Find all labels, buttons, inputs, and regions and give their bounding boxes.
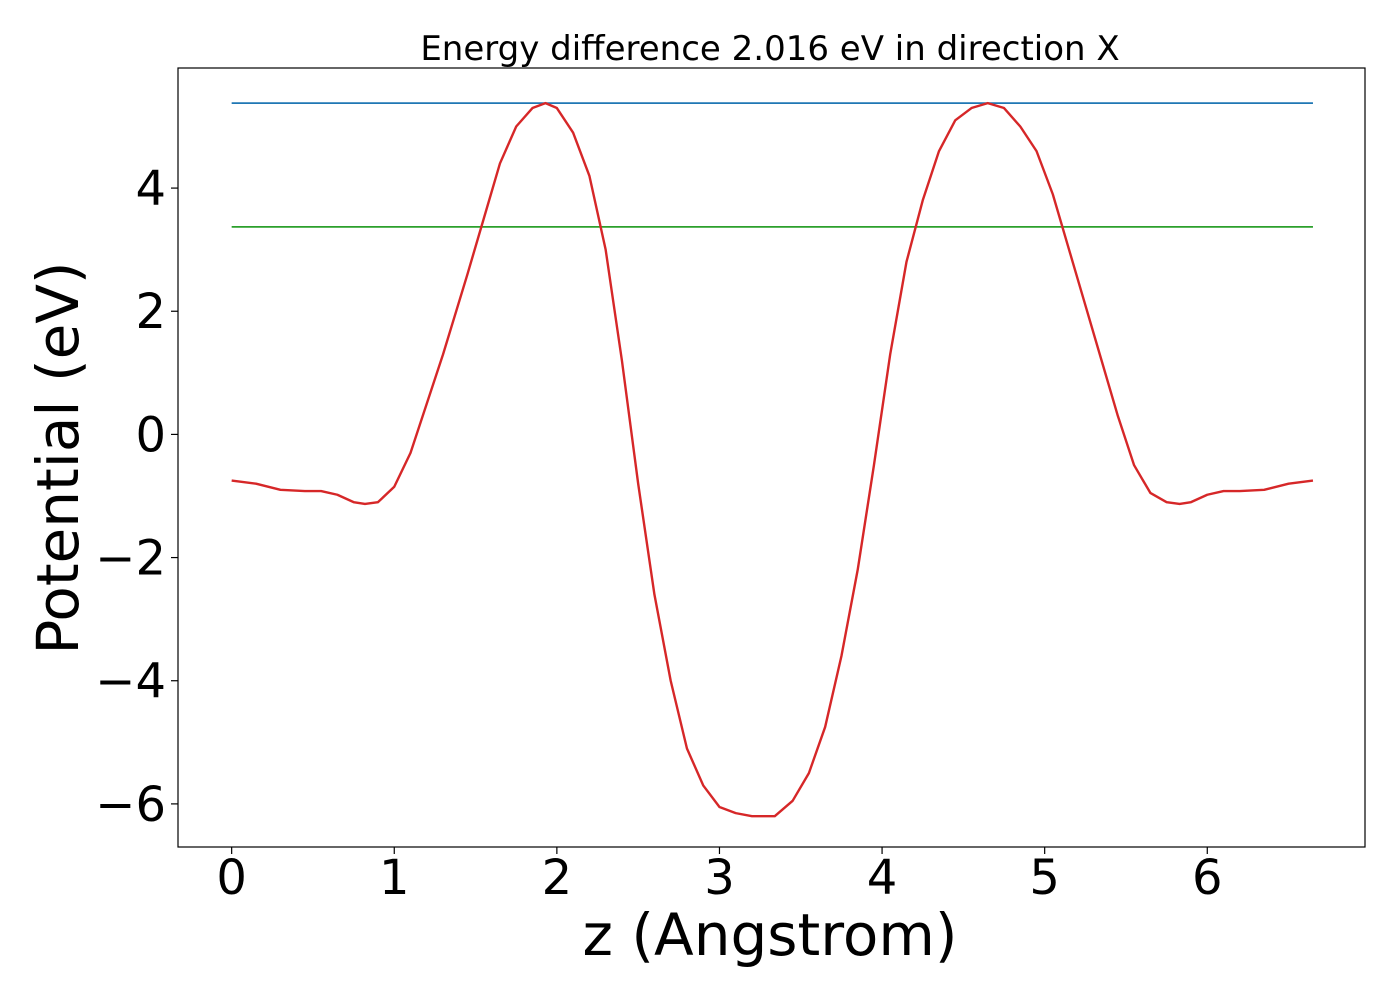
x-tick-label: 4 <box>867 850 898 906</box>
x-tick-label: 0 <box>216 850 247 906</box>
x-axis-label: z (Angstrom) <box>583 901 958 969</box>
chart-title: Energy difference 2.016 eV in direction … <box>420 29 1119 69</box>
x-ticks: 0 1 2 3 4 5 6 <box>216 847 1223 906</box>
x-tick-label: 3 <box>704 850 735 906</box>
y-tick-label: 0 <box>135 407 166 463</box>
series-line-3 <box>231 101 1314 818</box>
series-layer <box>231 101 1314 818</box>
x-tick-label: 5 <box>1029 850 1060 906</box>
y-ticks: −6 −4 −2 0 2 4 <box>95 161 178 833</box>
y-tick-label: −2 <box>95 531 166 587</box>
y-axis-label: Potential (eV) <box>24 261 92 654</box>
y-tick-label: −6 <box>95 777 166 833</box>
plot-area-frame <box>177 67 1366 848</box>
y-tick-label: 2 <box>135 284 166 340</box>
y-tick-label: 4 <box>135 161 166 217</box>
x-tick-label: 6 <box>1192 850 1223 906</box>
y-tick-label: −4 <box>95 654 166 710</box>
x-tick-label: 2 <box>542 850 573 906</box>
x-tick-label: 1 <box>379 850 410 906</box>
